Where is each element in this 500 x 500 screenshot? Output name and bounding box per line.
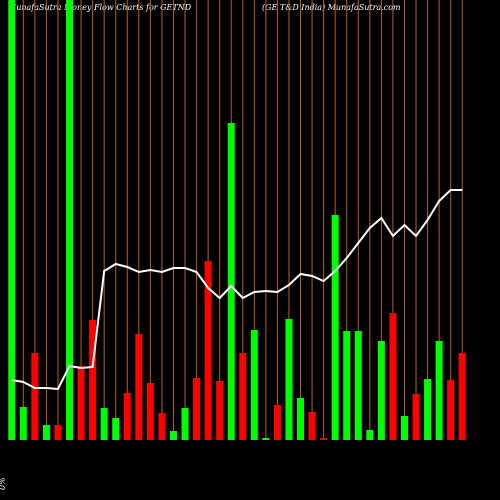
bar: [227, 123, 235, 440]
bar: [297, 398, 305, 440]
bar: [42, 425, 50, 440]
bar: [250, 330, 258, 440]
bar: [112, 418, 120, 440]
bar: [8, 0, 16, 440]
bar: [273, 405, 281, 440]
bar: [77, 366, 85, 440]
bar: [100, 408, 108, 440]
y-label: 0%: [0, 477, 7, 490]
bar: [412, 394, 420, 440]
bar: [181, 408, 189, 440]
bar: [204, 261, 212, 440]
bar: [239, 353, 247, 440]
bar: [354, 331, 362, 440]
bar: [343, 331, 351, 440]
money-flow-line: [11, 189, 463, 391]
bar: [135, 334, 143, 440]
bar: [424, 379, 432, 440]
bar: [31, 353, 39, 440]
bar: [123, 393, 131, 440]
bar: [262, 438, 270, 440]
bar: [169, 431, 177, 440]
bar: [193, 378, 201, 440]
bar: [308, 412, 316, 440]
bar: [285, 319, 293, 440]
bar: [146, 383, 154, 440]
bar: [458, 353, 466, 440]
bar: [19, 407, 27, 440]
bar: [447, 380, 455, 440]
bar: [366, 430, 374, 440]
bar: [66, 0, 74, 440]
bar: [400, 416, 408, 440]
chart-title: MunafaSutra Money Flow Charts for GETND: [7, 3, 192, 12]
bar: [54, 425, 62, 440]
bar: [435, 341, 443, 440]
bar: [331, 215, 339, 440]
bar: [377, 341, 385, 440]
bar: [89, 320, 97, 440]
bar: [320, 438, 328, 440]
bar: [389, 313, 397, 440]
bar: [158, 413, 166, 440]
chart-subtitle: (GE T&D India) MunafaSutra.com: [262, 3, 401, 12]
bar: [216, 381, 224, 440]
